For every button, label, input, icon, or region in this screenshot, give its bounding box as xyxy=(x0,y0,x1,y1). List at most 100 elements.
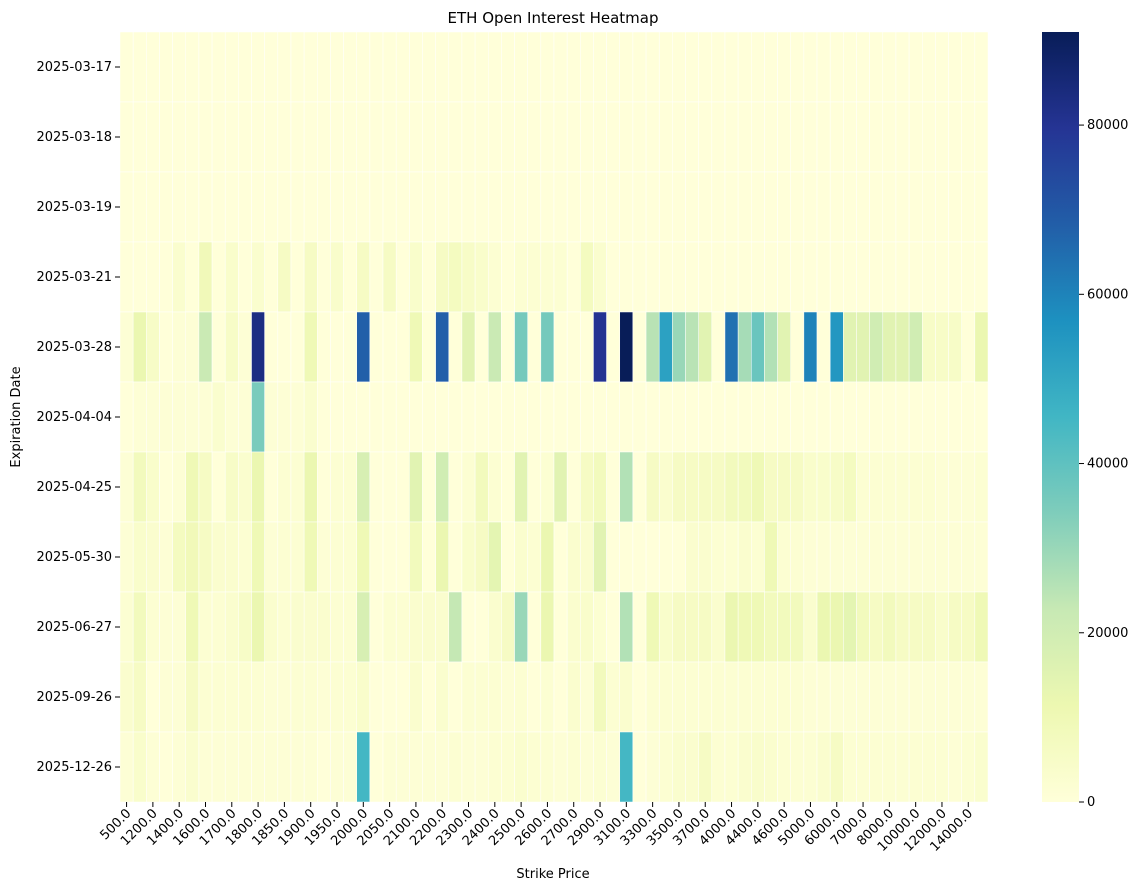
heatmap-cell xyxy=(159,451,173,523)
heatmap-cell xyxy=(514,241,528,313)
heatmap-cell xyxy=(829,31,844,103)
heatmap-cell xyxy=(737,661,752,733)
heatmap-cell xyxy=(198,241,213,313)
heatmap-cell xyxy=(711,661,726,733)
heatmap-cell xyxy=(198,731,213,803)
heatmap-cell xyxy=(501,171,515,243)
heatmap-cell xyxy=(303,661,318,733)
heatmap-cell xyxy=(711,31,726,103)
heatmap-cell xyxy=(566,311,581,383)
heatmap-cell xyxy=(658,101,673,173)
heatmap-cell xyxy=(751,171,765,243)
heatmap-cell xyxy=(790,381,805,453)
heatmap-cell xyxy=(448,731,463,803)
heatmap-cell xyxy=(330,171,344,243)
heatmap-cell xyxy=(698,731,713,803)
heatmap-cell xyxy=(317,171,331,243)
heatmap-cell xyxy=(829,591,844,663)
heatmap-cell xyxy=(895,241,910,313)
heatmap-cell xyxy=(356,171,371,243)
heatmap-cell xyxy=(593,731,607,803)
heatmap-cell xyxy=(290,591,305,663)
heatmap-cell xyxy=(645,381,660,453)
heatmap-cell xyxy=(211,731,226,803)
y-tick-label: 2025-04-25 xyxy=(36,480,112,495)
heatmap-cell xyxy=(395,731,410,803)
heatmap-cell xyxy=(119,521,134,593)
heatmap-cell xyxy=(685,171,699,243)
heatmap-cell xyxy=(146,311,160,383)
heatmap-cell xyxy=(829,381,844,453)
heatmap-cell xyxy=(435,31,450,103)
heatmap-cell xyxy=(790,31,805,103)
heatmap-cell xyxy=(724,171,739,243)
heatmap-cell xyxy=(474,101,489,173)
heatmap-cell xyxy=(461,311,476,383)
heatmap-cell xyxy=(356,731,371,803)
heatmap-cell xyxy=(224,241,239,313)
heatmap-cell xyxy=(211,591,226,663)
heatmap-cell xyxy=(382,731,397,803)
heatmap-cell xyxy=(343,381,357,453)
heatmap-cell xyxy=(198,101,213,173)
heatmap-cell xyxy=(606,661,621,733)
heatmap-cell xyxy=(869,591,884,663)
heatmap-cell xyxy=(185,171,200,243)
heatmap-cell xyxy=(908,241,923,313)
heatmap-cell xyxy=(974,381,989,453)
heatmap-cell xyxy=(224,101,239,173)
heatmap-cell xyxy=(672,101,686,173)
heatmap-cell xyxy=(224,451,239,523)
heatmap-cell xyxy=(146,591,160,663)
heatmap-cell xyxy=(487,731,502,803)
heatmap-cell xyxy=(343,31,357,103)
heatmap-cell xyxy=(764,101,778,173)
heatmap-cell xyxy=(882,101,897,173)
heatmap-cell xyxy=(632,661,647,733)
heatmap-cell xyxy=(172,101,187,173)
heatmap-cell xyxy=(711,451,726,523)
heatmap-cell xyxy=(303,591,318,663)
heatmap-cell xyxy=(501,311,515,383)
heatmap-cell xyxy=(487,31,502,103)
heatmap-cell xyxy=(856,731,870,803)
heatmap-cell xyxy=(921,241,936,313)
heatmap-cell xyxy=(803,381,818,453)
heatmap-cell xyxy=(159,381,173,453)
heatmap-cell xyxy=(777,31,791,103)
heatmap-cell xyxy=(974,241,989,313)
heatmap-cell xyxy=(356,591,371,663)
heatmap-cell xyxy=(487,381,502,453)
heatmap-cell xyxy=(553,31,568,103)
heatmap-cell xyxy=(448,661,463,733)
heatmap-cell xyxy=(395,31,410,103)
heatmap-cell xyxy=(224,591,239,663)
heatmap-cell xyxy=(724,241,739,313)
heatmap-cell xyxy=(540,241,555,313)
heatmap-cell xyxy=(737,591,752,663)
heatmap-cell xyxy=(461,661,476,733)
heatmap-cell xyxy=(843,661,857,733)
heatmap-cell xyxy=(843,31,857,103)
heatmap-cell xyxy=(501,101,515,173)
heatmap-cell xyxy=(146,381,160,453)
colorbar-tick-label: 40000 xyxy=(1087,457,1128,472)
heatmap-cell xyxy=(527,521,542,593)
heatmap-cell xyxy=(593,521,607,593)
heatmap-cell xyxy=(185,731,200,803)
heatmap-cell xyxy=(672,451,686,523)
heatmap-cell xyxy=(672,731,686,803)
heatmap-cell xyxy=(119,241,134,313)
heatmap-cell xyxy=(172,451,187,523)
heatmap-cell xyxy=(921,381,936,453)
heatmap-cell xyxy=(645,311,660,383)
y-tick-label: 2025-05-30 xyxy=(36,550,112,565)
heatmap-cell xyxy=(474,241,489,313)
heatmap-cell xyxy=(343,591,357,663)
heatmap-cell xyxy=(921,661,936,733)
heatmap-cell xyxy=(724,381,739,453)
heatmap-cell xyxy=(869,731,884,803)
heatmap-cell xyxy=(211,31,226,103)
heatmap-cell xyxy=(619,591,634,663)
heatmap-cell xyxy=(685,381,699,453)
